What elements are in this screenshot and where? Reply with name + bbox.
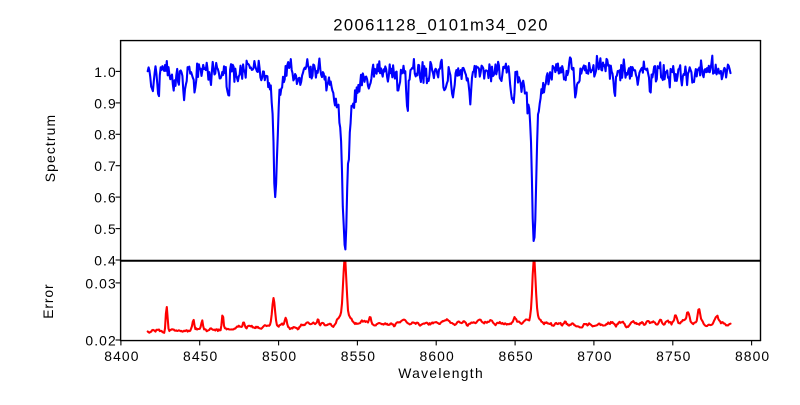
svg-text:8550: 8550 <box>341 348 376 364</box>
svg-text:1.0: 1.0 <box>94 64 117 80</box>
svg-text:0.4: 0.4 <box>94 252 117 268</box>
svg-text:0.9: 0.9 <box>94 95 117 111</box>
svg-text:8600: 8600 <box>420 348 455 364</box>
svg-text:0.02: 0.02 <box>85 332 116 348</box>
svg-text:0.6: 0.6 <box>94 190 117 206</box>
svg-text:0.7: 0.7 <box>94 158 117 174</box>
svg-text:0.5: 0.5 <box>94 221 117 237</box>
svg-text:8400: 8400 <box>104 348 139 364</box>
svg-text:0.03: 0.03 <box>85 275 116 291</box>
svg-text:8800: 8800 <box>735 348 770 364</box>
svg-text:Spectrum: Spectrum <box>42 114 58 182</box>
svg-text:8650: 8650 <box>498 348 533 364</box>
svg-text:8700: 8700 <box>577 348 612 364</box>
svg-text:Error: Error <box>40 283 56 318</box>
svg-text:Wavelength: Wavelength <box>398 365 484 381</box>
svg-text:8750: 8750 <box>656 348 691 364</box>
svg-text:0.8: 0.8 <box>94 127 117 143</box>
svg-text:8450: 8450 <box>183 348 218 364</box>
svg-text:8500: 8500 <box>262 348 297 364</box>
svg-text:20061128_0101m34_020: 20061128_0101m34_020 <box>333 15 549 34</box>
